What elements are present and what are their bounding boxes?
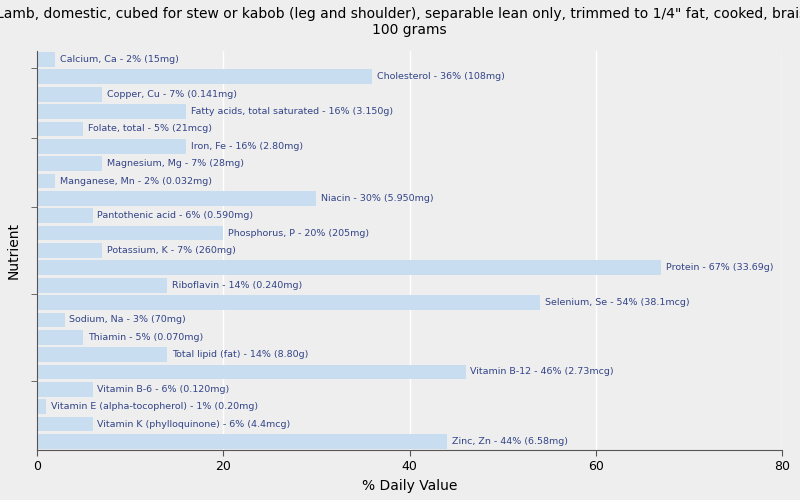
Bar (37, 87, 102, 102)
Text: Manganese, Mn - 2% (0.032mg): Manganese, Mn - 2% (0.032mg) (60, 176, 212, 186)
Bar (37, 364, 466, 380)
Bar (37, 226, 223, 240)
Bar (37, 243, 102, 258)
Bar (37, 104, 186, 119)
Text: Pantothenic acid - 6% (0.590mg): Pantothenic acid - 6% (0.590mg) (98, 211, 254, 220)
Bar (37, 382, 93, 396)
Bar (37, 191, 316, 206)
Text: Folate, total - 5% (21mcg): Folate, total - 5% (21mcg) (88, 124, 212, 134)
Text: Potassium, K - 7% (260mg): Potassium, K - 7% (260mg) (106, 246, 235, 255)
Bar (37, 52, 55, 67)
Text: Sodium, Na - 3% (70mg): Sodium, Na - 3% (70mg) (70, 316, 186, 324)
Bar (37, 122, 83, 136)
Bar (37, 70, 372, 84)
Text: Zinc, Zn - 44% (6.58mg): Zinc, Zn - 44% (6.58mg) (451, 437, 567, 446)
Title: Lamb, domestic, cubed for stew or kabob (leg and shoulder), separable lean only,: Lamb, domestic, cubed for stew or kabob … (0, 7, 800, 37)
Text: Niacin - 30% (5.950mg): Niacin - 30% (5.950mg) (321, 194, 434, 203)
Text: Copper, Cu - 7% (0.141mg): Copper, Cu - 7% (0.141mg) (106, 90, 237, 98)
Text: Vitamin K (phylloquinone) - 6% (4.4mcg): Vitamin K (phylloquinone) - 6% (4.4mcg) (98, 420, 290, 428)
Text: Magnesium, Mg - 7% (28mg): Magnesium, Mg - 7% (28mg) (106, 159, 244, 168)
Text: Vitamin E (alpha-tocopherol) - 1% (0.20mg): Vitamin E (alpha-tocopherol) - 1% (0.20m… (50, 402, 258, 411)
Text: Selenium, Se - 54% (38.1mcg): Selenium, Se - 54% (38.1mcg) (545, 298, 690, 307)
Bar (37, 434, 447, 449)
Text: Phosphorus, P - 20% (205mg): Phosphorus, P - 20% (205mg) (228, 228, 369, 237)
Text: Vitamin B-12 - 46% (2.73mcg): Vitamin B-12 - 46% (2.73mcg) (470, 368, 614, 376)
Bar (37, 400, 46, 414)
Bar (37, 416, 93, 432)
Bar (37, 260, 662, 275)
X-axis label: % Daily Value: % Daily Value (362, 479, 458, 493)
Bar (37, 295, 540, 310)
Text: Cholesterol - 36% (108mg): Cholesterol - 36% (108mg) (377, 72, 505, 82)
Y-axis label: Nutrient: Nutrient (7, 222, 21, 279)
Bar (37, 208, 93, 223)
Bar (37, 174, 55, 188)
Text: Fatty acids, total saturated - 16% (3.150g): Fatty acids, total saturated - 16% (3.15… (190, 107, 393, 116)
Text: Riboflavin - 14% (0.240mg): Riboflavin - 14% (0.240mg) (172, 280, 302, 289)
Bar (37, 347, 167, 362)
Bar (37, 330, 83, 344)
Bar (37, 278, 167, 292)
Bar (37, 139, 186, 154)
Text: Vitamin B-6 - 6% (0.120mg): Vitamin B-6 - 6% (0.120mg) (98, 385, 230, 394)
Text: Thiamin - 5% (0.070mg): Thiamin - 5% (0.070mg) (88, 332, 203, 342)
Bar (37, 312, 65, 328)
Text: Total lipid (fat) - 14% (8.80g): Total lipid (fat) - 14% (8.80g) (172, 350, 308, 359)
Text: Calcium, Ca - 2% (15mg): Calcium, Ca - 2% (15mg) (60, 55, 179, 64)
Text: Protein - 67% (33.69g): Protein - 67% (33.69g) (666, 264, 774, 272)
Text: Iron, Fe - 16% (2.80mg): Iron, Fe - 16% (2.80mg) (190, 142, 302, 151)
Bar (37, 156, 102, 171)
